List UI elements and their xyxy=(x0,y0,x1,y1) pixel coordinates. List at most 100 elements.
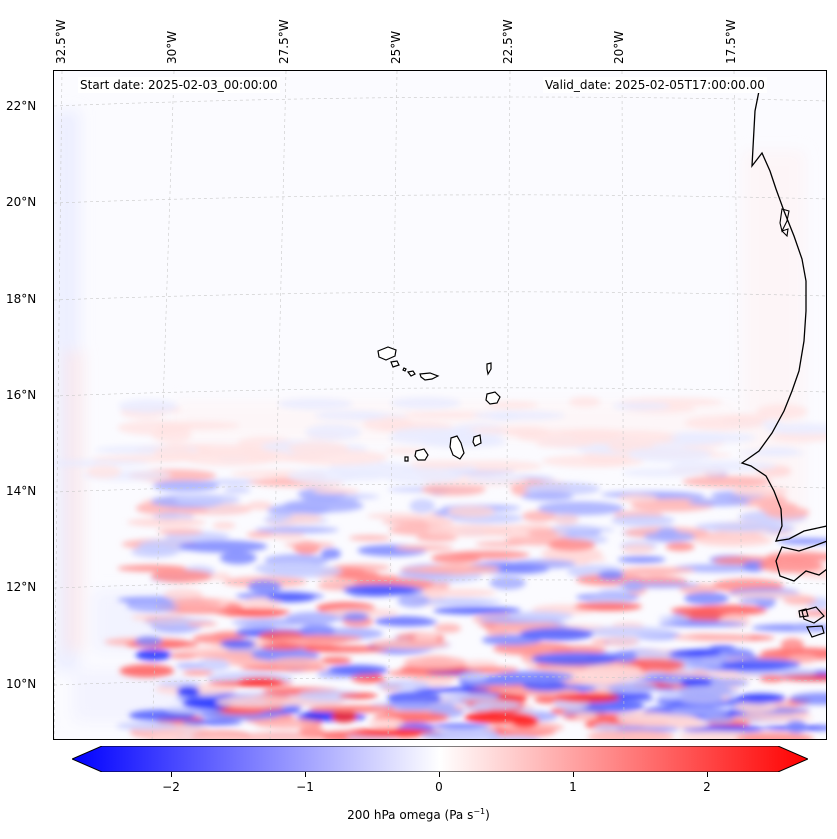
omega-blob xyxy=(174,494,241,505)
colorbar-ticklabel-0: 0 xyxy=(435,780,443,794)
omega-blob xyxy=(172,597,222,610)
omega-blob xyxy=(786,719,807,734)
omega-blob xyxy=(423,589,496,597)
omega-blob xyxy=(493,642,574,656)
omega-blob-faint xyxy=(738,450,805,457)
omega-blob xyxy=(309,705,396,712)
omega-blob xyxy=(438,694,500,702)
omega-blob xyxy=(200,479,263,485)
lat-label-16n: 16°N xyxy=(6,388,37,402)
omega-blob xyxy=(126,598,181,613)
omega-blob xyxy=(611,514,675,527)
omega-blob xyxy=(135,649,172,661)
omega-blob xyxy=(142,545,171,554)
africa-coastline xyxy=(740,90,826,542)
omega-blob xyxy=(327,664,389,676)
omega-blob xyxy=(612,650,638,663)
omega-blob-faint xyxy=(278,398,353,410)
omega-blob xyxy=(260,642,305,651)
island-santiago xyxy=(449,435,465,460)
lon-label-20w: 20°W xyxy=(612,30,626,64)
omega-blob xyxy=(187,621,218,627)
omega-blob xyxy=(246,531,275,538)
omega-blob-faint xyxy=(765,423,826,435)
lon-label-32-5w: 32.5°W xyxy=(54,19,68,64)
omega-blob-faint xyxy=(287,468,359,484)
omega-blob-faint xyxy=(118,399,178,414)
omega-blob xyxy=(223,487,251,494)
omega-blob xyxy=(387,691,442,705)
omega-blob-faint xyxy=(54,460,150,467)
omega-blob-faint xyxy=(288,441,349,455)
omega-blob xyxy=(541,547,603,560)
island-santo-antao xyxy=(377,346,397,361)
omega-blob xyxy=(270,531,305,540)
omega-blob xyxy=(682,475,771,488)
omega-blob xyxy=(792,623,814,631)
omega-blob xyxy=(623,580,644,592)
omega-blob xyxy=(695,522,775,532)
omega-blob xyxy=(449,550,530,559)
omega-blob xyxy=(732,486,788,497)
omega-blob xyxy=(342,612,369,622)
omega-blob-faint xyxy=(465,475,523,483)
omega-blob xyxy=(553,692,620,703)
lat-label-18n: 18°N xyxy=(6,292,37,306)
omega-blob xyxy=(798,610,826,616)
omega-blob xyxy=(409,499,435,513)
omega-blob xyxy=(117,564,187,572)
omega-blob xyxy=(552,514,579,525)
omega-blob xyxy=(550,645,607,655)
cape-verde-islands xyxy=(377,346,501,462)
omega-blob xyxy=(789,692,826,705)
colorbar-ticklabel-1: 1 xyxy=(569,780,577,794)
omega-blob xyxy=(183,733,252,739)
omega-blob xyxy=(320,657,352,664)
omega-blob-faint xyxy=(384,470,462,484)
omega-blob xyxy=(776,674,826,681)
omega-blob xyxy=(498,563,550,574)
omega-blob-faint xyxy=(612,402,671,411)
omega-blob xyxy=(598,570,624,581)
omega-blob xyxy=(331,710,357,723)
omega-blob-faint xyxy=(621,468,705,477)
lon-label-27-5w: 27.5°W xyxy=(277,19,291,64)
omega-blob xyxy=(267,593,316,603)
omega-blob-faint xyxy=(86,465,122,479)
island-boa-vista xyxy=(485,391,501,405)
lon-label-25w: 25°W xyxy=(389,30,403,64)
omega-anomaly-field xyxy=(54,396,826,739)
omega-blob xyxy=(338,693,378,699)
omega-blob xyxy=(584,663,642,678)
omega-blob xyxy=(197,658,231,672)
lon-label-22-5w: 22.5°W xyxy=(501,19,515,64)
omega-blob xyxy=(176,686,200,697)
omega-blob xyxy=(688,658,733,670)
omega-blob xyxy=(766,551,826,562)
omega-blob xyxy=(521,491,574,501)
omega-blob xyxy=(607,635,639,648)
omega-blob xyxy=(527,528,558,538)
omega-blob xyxy=(693,534,773,547)
island-santa-luzia xyxy=(402,367,407,372)
omega-blob xyxy=(729,714,814,722)
omega-blob xyxy=(274,634,363,643)
omega-blob xyxy=(134,636,163,647)
omega-blob-faint xyxy=(393,427,476,437)
colorbar xyxy=(70,745,810,773)
omega-blob xyxy=(299,726,325,737)
colorbar-body xyxy=(70,745,810,773)
bissagos-islands xyxy=(798,606,825,638)
omega-blob xyxy=(212,521,236,530)
omega-blob xyxy=(384,701,456,711)
omega-blob xyxy=(266,514,293,520)
lat-label-14n: 14°N xyxy=(6,484,37,498)
omega-blob xyxy=(709,645,736,651)
omega-blob-faint xyxy=(472,411,565,420)
omega-blob xyxy=(419,599,502,606)
omega-blob xyxy=(574,713,598,720)
colorbar-label: 200 hPa omega (Pa s−1) xyxy=(347,807,490,822)
omega-blob xyxy=(758,559,824,573)
omega-blob xyxy=(742,560,767,572)
island-brava xyxy=(404,456,409,462)
